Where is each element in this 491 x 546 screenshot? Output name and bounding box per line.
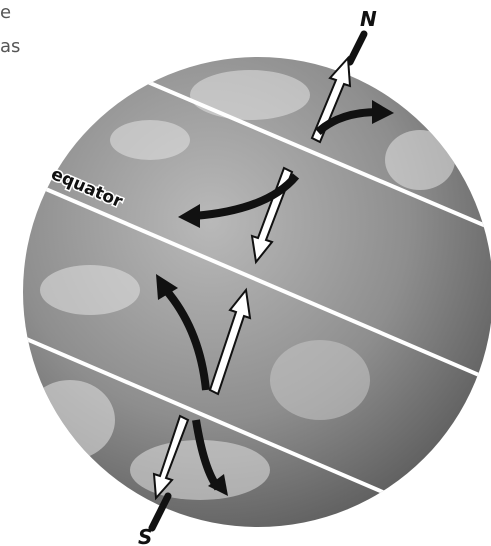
globe [23, 57, 491, 527]
latitude-lines [23, 64, 491, 510]
south-label: S [138, 525, 152, 546]
cut-text: as [0, 36, 20, 57]
north-label: N [360, 7, 377, 31]
deflection-heads [156, 100, 394, 496]
cut-text: e [0, 2, 11, 23]
axis [148, 30, 368, 532]
